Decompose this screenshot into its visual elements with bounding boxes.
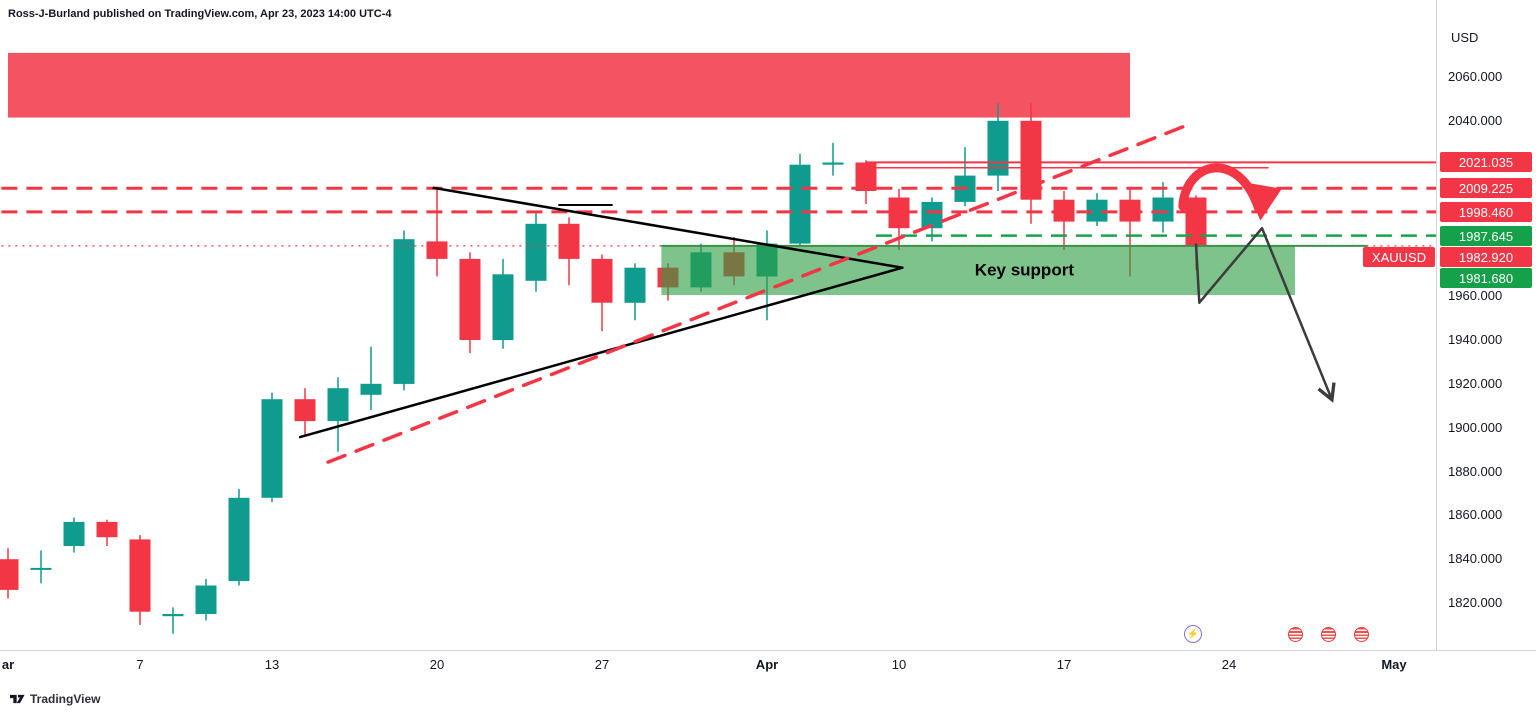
candle-body [63, 521, 85, 546]
supply-zone [8, 52, 1130, 118]
currency-label: USD [1451, 30, 1479, 45]
price-tag-2009.225: 2009.225 [1440, 178, 1532, 198]
footer: TradingView [10, 692, 100, 706]
candle-body [96, 521, 118, 538]
candle-body [0, 559, 19, 590]
price-tick-label: 1860.000 [1448, 507, 1503, 522]
candle-body [525, 223, 547, 281]
red-arrow-head [1243, 182, 1282, 221]
tradingview-brand-text[interactable]: TradingView [30, 692, 101, 706]
time-tick-label: ar [1, 657, 15, 672]
time-tick-label: May [1381, 657, 1407, 672]
time-tick-label: Apr [755, 657, 779, 672]
candle-body [558, 223, 580, 259]
attribution-text: Ross-J-Burland published on TradingView.… [8, 8, 392, 20]
price-tick-label: 1960.000 [1448, 288, 1503, 303]
candle-body [888, 197, 910, 229]
tradingview-logo-icon[interactable] [10, 692, 25, 706]
triangle-upper-line[interactable] [432, 186, 904, 269]
price-tick-label: 1840.000 [1448, 551, 1503, 566]
economic-event-flag-icon[interactable] [1287, 627, 1303, 642]
economic-event-flag-icon[interactable] [1320, 627, 1336, 642]
projected-path-arrow[interactable] [1194, 226, 1331, 398]
price-tag-1987.645: 1987.645 [1440, 226, 1532, 246]
candle-body [1020, 120, 1042, 200]
price-tick-label: 1940.000 [1448, 332, 1503, 347]
candle-body [1086, 199, 1108, 222]
chart-markers: ⚡ [1183, 625, 1369, 643]
candle-body [1152, 197, 1174, 222]
time-tick-label: 10 [891, 657, 907, 672]
candle-body [393, 239, 415, 384]
time-tick-label: 24 [1221, 657, 1237, 672]
time-tick-label: 27 [594, 657, 610, 672]
candle-body [360, 383, 382, 395]
price-tick-label: 1820.000 [1448, 595, 1503, 610]
candle-body [261, 399, 283, 498]
time-axis[interactable]: ar 7 13 20 27 Apr 10 17 24 May [0, 650, 1536, 680]
price-tick-label: 1880.000 [1448, 464, 1503, 479]
time-tick-label: 13 [264, 657, 280, 672]
candle-body [459, 258, 481, 340]
candle-body [426, 241, 448, 259]
time-tick-label: 17 [1056, 657, 1072, 672]
candle-body [624, 267, 646, 303]
price-axis[interactable]: USD 2060.000 2040.000 1960.000 1940.000 1920… [1436, 0, 1536, 650]
candle-body [129, 539, 151, 612]
price-tag-1982.920: 1982.920 [1440, 247, 1532, 267]
economic-event-flag-icon[interactable] [1353, 627, 1369, 642]
price-tag-1981.680: 1981.680 [1440, 268, 1532, 288]
lightning-boost-icon[interactable]: ⚡ [1183, 625, 1202, 643]
rising-red-dashed-trendline[interactable] [326, 121, 1195, 464]
candle-body [1185, 197, 1207, 246]
key-support-label: Key support [975, 260, 1075, 279]
price-tick-label: 2060.000 [1448, 69, 1503, 84]
chart-canvas[interactable]: Key support ⚡ XAUUSD [0, 0, 1436, 650]
price-tick-label: 2040.000 [1448, 113, 1503, 128]
candle-body [195, 585, 217, 614]
candle-body [789, 164, 811, 244]
candle-body [294, 399, 316, 422]
time-tick-label: 7 [136, 657, 144, 672]
key-support-zone [661, 245, 1295, 296]
candle-body [822, 162, 844, 165]
candle-body [921, 201, 943, 229]
triangle-lower-line[interactable] [298, 266, 904, 439]
candle-body [162, 614, 184, 617]
candle-body [228, 497, 250, 582]
price-tick-label: 1920.000 [1448, 376, 1503, 391]
candle-body [327, 388, 349, 422]
candle-body [591, 258, 613, 303]
time-tick-label: 20 [429, 657, 445, 672]
price-tag-2021.035: 2021.035 [1440, 152, 1532, 172]
candle-body [492, 274, 514, 341]
candle-body [30, 567, 52, 570]
candlestick-chart: Key support [0, 52, 1436, 634]
candle-body [855, 162, 877, 191]
symbol-price-tag: XAUUSD [1363, 247, 1435, 267]
symbol-label: XAUUSD [1371, 249, 1427, 265]
price-tick-label: 1900.000 [1448, 420, 1503, 435]
price-tag-1998.460: 1998.460 [1440, 202, 1532, 222]
